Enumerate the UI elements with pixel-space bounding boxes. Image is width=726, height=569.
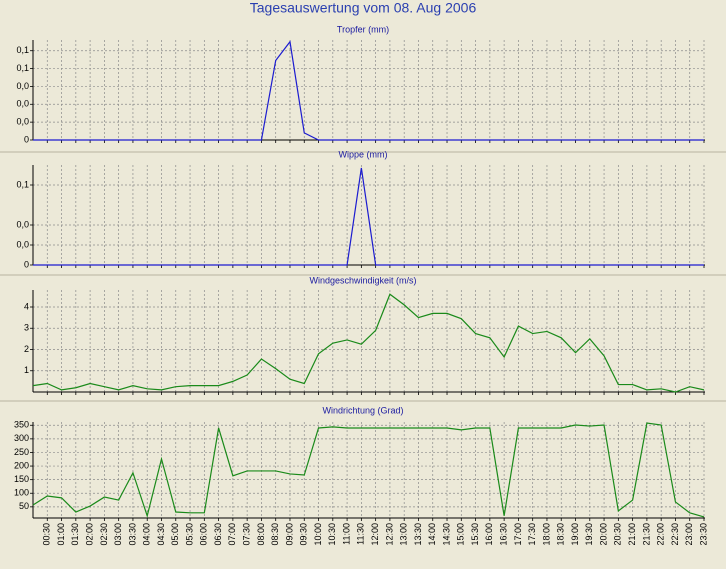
- x-tick-label: 23:00: [684, 523, 694, 546]
- y-tick-label: 250: [14, 447, 29, 457]
- x-tick-label: 05:00: [170, 523, 180, 546]
- x-tick-label: 18:30: [556, 523, 566, 546]
- y-tick-label: 0,1: [16, 63, 29, 73]
- y-tick-label: 2: [24, 344, 29, 354]
- panel-title: Windgeschwindigkeit (m/s): [309, 275, 416, 285]
- x-tick-label: 03:30: [127, 523, 137, 546]
- x-tick-label: 17:00: [513, 523, 523, 546]
- x-tick-label: 09:00: [284, 523, 294, 546]
- panel-title: Windrichtung (Grad): [322, 405, 403, 415]
- x-tick-label: 02:00: [84, 523, 94, 546]
- x-tick-label: 19:00: [570, 523, 580, 546]
- x-tick-label: 04:30: [156, 523, 166, 546]
- x-tick-label: 23:30: [698, 523, 708, 546]
- x-tick-label: 07:00: [227, 523, 237, 546]
- x-tick-label: 22:00: [656, 523, 666, 546]
- x-tick-label: 13:30: [413, 523, 423, 546]
- y-tick-label: 0,1: [16, 45, 29, 55]
- x-tick-label: 12:30: [384, 523, 394, 546]
- y-tick-label: 150: [14, 474, 29, 484]
- x-tick-label: 12:00: [370, 523, 380, 546]
- y-tick-label: 0,0: [16, 117, 29, 127]
- x-tick-label: 09:30: [299, 523, 309, 546]
- x-tick-label: 01:30: [70, 523, 80, 546]
- x-tick-label: 08:00: [256, 523, 266, 546]
- x-tick-label: 16:00: [484, 523, 494, 546]
- x-tick-label: 10:00: [313, 523, 323, 546]
- x-tick-label: 14:30: [441, 523, 451, 546]
- y-tick-label: 0: [24, 134, 29, 144]
- y-tick-label: 200: [14, 460, 29, 470]
- x-tick-label: 10:30: [327, 523, 337, 546]
- y-tick-label: 0: [24, 259, 29, 269]
- x-tick-label: 21:30: [641, 523, 651, 546]
- data-line: [32, 422, 705, 518]
- x-tick-label: 20:00: [598, 523, 608, 546]
- y-tick-label: 50: [19, 501, 29, 511]
- panel-title: Wippe (mm): [339, 149, 388, 159]
- y-tick-label: 0,1: [16, 179, 29, 189]
- x-tick-label: 22:30: [670, 523, 680, 546]
- y-tick-label: 0,0: [16, 99, 29, 109]
- y-tick-label: 0,0: [16, 239, 29, 249]
- x-tick-label: 07:30: [242, 523, 252, 546]
- data-line: [33, 40, 704, 141]
- x-tick-label: 03:00: [113, 523, 123, 546]
- x-tick-label: 04:00: [142, 523, 152, 546]
- x-tick-label: 01:00: [56, 523, 66, 546]
- x-tick-label: 11:30: [356, 523, 366, 545]
- y-tick-label: 100: [14, 488, 29, 498]
- x-tick-label: 17:30: [527, 523, 537, 546]
- x-tick-label: 02:30: [99, 523, 109, 546]
- data-line: [32, 293, 705, 393]
- x-tick-label: 06:00: [199, 523, 209, 546]
- page-title: Tagesauswertung vom 08. Aug 2006: [250, 0, 477, 16]
- y-tick-label: 350: [14, 420, 29, 430]
- y-tick-label: 0,0: [16, 81, 29, 91]
- x-tick-label: 18:00: [541, 523, 551, 546]
- y-tick-label: 300: [14, 433, 29, 443]
- x-tick-label: 19:30: [584, 523, 594, 546]
- y-tick-label: 3: [24, 323, 29, 333]
- x-tick-label: 00:30: [42, 523, 52, 546]
- x-tick-label: 15:00: [456, 523, 466, 546]
- x-tick-label: 16:30: [499, 523, 509, 546]
- x-tick-label: 08:30: [270, 523, 280, 546]
- data-line: [33, 167, 704, 266]
- y-tick-label: 4: [24, 301, 29, 311]
- y-tick-label: 1: [24, 365, 29, 375]
- x-tick-label: 06:30: [213, 523, 223, 546]
- x-tick-label: 11:00: [341, 523, 351, 545]
- y-tick-label: 0,0: [16, 219, 29, 229]
- x-tick-label: 13:00: [399, 523, 409, 546]
- x-tick-label: 21:00: [627, 523, 637, 546]
- panel-title: Tropfer (mm): [337, 24, 389, 34]
- x-tick-label: 14:00: [427, 523, 437, 546]
- x-tick-label: 15:30: [470, 523, 480, 546]
- x-tick-label: 20:30: [613, 523, 623, 546]
- x-tick-label: 05:30: [184, 523, 194, 546]
